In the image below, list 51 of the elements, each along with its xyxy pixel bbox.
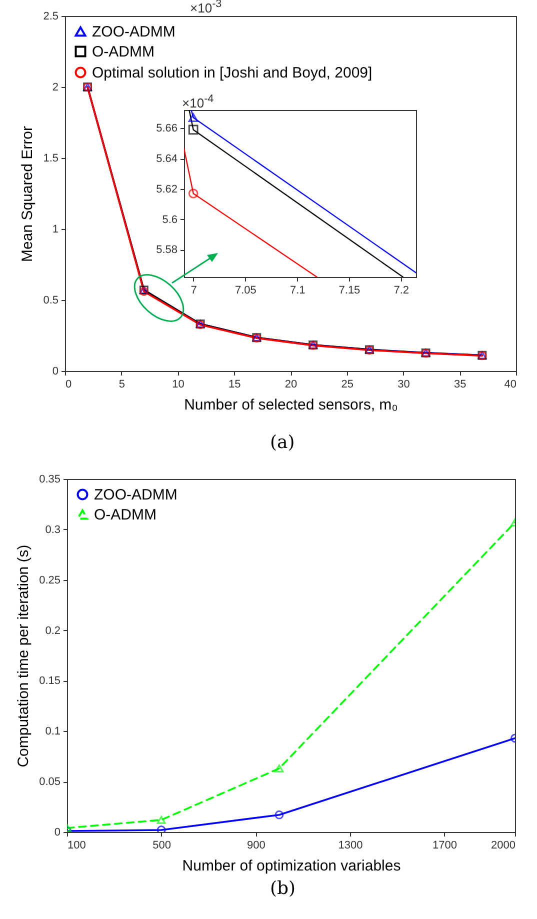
legend-label: Optimal solution in [Joshi and Boyd, 2009]: [92, 64, 372, 82]
y-tick-label: 0.1: [45, 726, 60, 738]
x-tick-label: 7.1: [290, 284, 306, 296]
x-tick-label: 7.2: [394, 284, 409, 296]
legend-label: O-ADMM: [92, 44, 154, 60]
y-tick-label: 0: [54, 826, 60, 838]
y-tick-label: 0.05: [39, 776, 60, 788]
y-tick-label: 0.35: [39, 474, 60, 486]
x-tick-label: 2000: [491, 840, 516, 852]
y-tick-label: 0.15: [39, 675, 60, 688]
x-tick-label: 7.15: [338, 284, 360, 296]
legend-label: ZOO-ADMM: [92, 24, 176, 40]
y-tick-label: 2: [52, 82, 58, 94]
x-tick-label: 25: [341, 378, 354, 390]
y-tick-label: 0.5: [43, 294, 58, 306]
y-axis-title: Computation time per iteration (s): [15, 544, 32, 768]
annotation: ×10$^{-4}$: [182, 93, 214, 110]
x-tick-label: 500: [152, 840, 171, 852]
x-tick-label: 7.05: [235, 284, 256, 296]
x-tick-label: 10: [172, 378, 184, 390]
x-tick-label: 5: [118, 378, 125, 390]
x-tick-label: 1700: [432, 840, 458, 852]
text: (b): [270, 878, 296, 899]
y-tick-label: 0.3: [45, 524, 60, 536]
x-tick-label: 40: [504, 378, 516, 390]
x-tick-label: 35: [454, 378, 466, 390]
legend-label: ZOO-ADMM: [94, 486, 178, 504]
y-tick-label: 2.5: [43, 10, 58, 22]
x-tick-label: 0: [66, 378, 72, 390]
y-tick-label: 5.66: [156, 122, 178, 135]
x-tick-label: 20: [284, 378, 298, 390]
x-axis-title: Number of optimization variables: [182, 858, 401, 874]
y-tick-label: 5.62: [156, 183, 178, 196]
x-axis-title: Number of selected sensors, m₀: [184, 396, 398, 414]
y-tick-label: 1: [52, 224, 58, 236]
x-tick-label: 900: [246, 840, 266, 852]
legend-label: O-ADMM: [94, 506, 156, 524]
y-tick-label: 1.5: [43, 152, 58, 164]
y-tick-label: 0.2: [45, 624, 60, 637]
y-tick-label: 0.25: [39, 574, 60, 586]
y-axis-title: Mean Squared Error: [19, 126, 36, 262]
y-tick-label: 5.64: [156, 153, 178, 166]
x-tick-label: 15: [228, 378, 241, 390]
x-tick-label: 30: [398, 378, 410, 390]
x-tick-label: 7: [190, 284, 197, 296]
text: (a): [270, 432, 295, 453]
y-tick-label: 5.58: [156, 244, 178, 256]
y-tick-label: 5.6: [162, 214, 178, 226]
y-tick-label: 0: [52, 366, 58, 378]
x-tick-label: 100: [68, 840, 86, 852]
x-tick-label: 1300: [338, 840, 363, 852]
